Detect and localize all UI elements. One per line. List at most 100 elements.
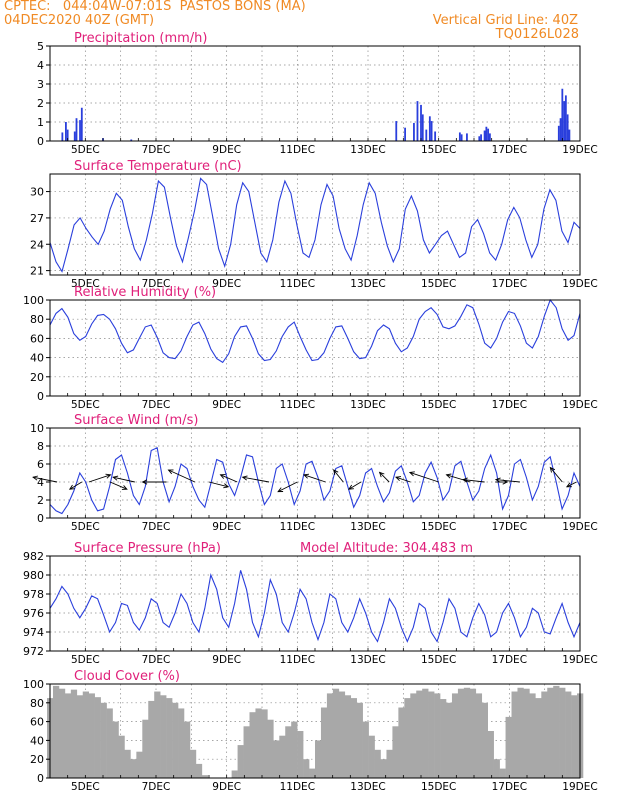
x-tick-label: 13DEC <box>350 144 385 156</box>
y-tick-label: 0 <box>37 390 44 403</box>
cloud-cover-column <box>88 693 95 778</box>
wind-vector-arrowhead <box>303 473 310 479</box>
cloud-cover-column <box>565 691 572 778</box>
cloud-cover-column <box>154 691 161 778</box>
y-tick-label: 40 <box>30 352 44 365</box>
panel-title: Surface Wind (m/s) <box>74 413 198 428</box>
precipitation-bar <box>466 133 468 141</box>
x-tick-label: 11DEC <box>280 521 315 533</box>
cloud-cover-column <box>475 693 483 778</box>
cloud-cover-column <box>362 721 369 778</box>
y-tick-label: 80 <box>30 313 44 326</box>
cloud-cover-column <box>481 702 488 778</box>
cloud-cover-column <box>112 721 119 778</box>
wind-vector-arrowhead <box>347 484 354 490</box>
cloud-cover-column <box>160 695 167 778</box>
x-tick-label: 17DEC <box>492 399 527 411</box>
wind-vector-arrow <box>109 481 128 490</box>
x-tick-label: 11DEC <box>280 144 315 156</box>
precipitation-bar <box>489 133 491 141</box>
precipitation-bar <box>434 131 437 141</box>
x-tick-label: 7DEC <box>142 654 171 666</box>
cloud-cover-column <box>100 702 107 778</box>
x-tick-label: 17DEC <box>492 144 527 156</box>
y-tick-label: 20 <box>30 753 44 766</box>
cloud-cover-column <box>338 691 346 778</box>
y-tick-label: 1 <box>37 116 44 129</box>
panel-frame <box>49 427 581 519</box>
y-tick-label: 20 <box>30 371 44 384</box>
cloud-cover-column <box>148 700 155 778</box>
cloud-cover-column <box>451 693 459 778</box>
cloud-cover-column <box>231 770 238 778</box>
cloud-cover-column <box>178 708 185 778</box>
cloud-cover-column <box>535 698 542 778</box>
precipitation-bar <box>478 136 481 141</box>
cloud-cover-column <box>243 726 250 778</box>
x-tick-label: 11DEC <box>280 781 315 793</box>
cloud-cover-column <box>457 688 465 778</box>
cloud-cover-column <box>559 687 566 778</box>
x-tick-label: 13DEC <box>350 654 385 666</box>
x-tick-label: 5DEC <box>71 144 100 156</box>
y-tick-label: 0 <box>37 512 44 525</box>
x-tick-label: 9DEC <box>212 278 241 290</box>
header-datetime: 04DEC2020 40Z (GMT) <box>4 13 155 28</box>
wind-vector-arrow <box>69 481 83 490</box>
precipitation-bar <box>130 139 133 141</box>
x-tick-label: 9DEC <box>212 144 241 156</box>
wind-vector-arrow <box>379 472 390 483</box>
wind-vector-arrow <box>208 481 229 488</box>
x-tick-label: 7DEC <box>142 399 171 411</box>
cloud-cover-column <box>320 707 328 778</box>
y-tick-label: 8 <box>37 440 44 453</box>
y-tick-label: 980 <box>23 569 44 582</box>
cloud-cover-column <box>58 688 66 778</box>
y-tick-label: 21 <box>30 265 44 278</box>
cloud-cover-column <box>523 688 530 778</box>
cloud-cover-column <box>404 698 411 778</box>
cloud-cover-column <box>553 685 560 778</box>
cloud-cover-column <box>499 768 506 778</box>
x-tick-label: 11DEC <box>280 278 315 290</box>
cloud-cover-column <box>511 691 518 778</box>
cloud-cover-column <box>422 688 429 778</box>
cloud-cover-column <box>76 695 84 778</box>
wind-vector-arrowhead <box>333 469 339 475</box>
precipitation-bar <box>395 121 398 141</box>
x-tick-label: 15DEC <box>421 144 456 156</box>
x-tick-label: 19DEC <box>562 144 597 156</box>
precipitation-bar <box>564 95 567 141</box>
y-tick-label: 80 <box>30 697 44 710</box>
wind-vector-arrow <box>32 476 58 483</box>
wind-vector-arrow <box>277 481 298 493</box>
wind-vector-arrow <box>395 476 411 483</box>
wind-vector-arrow <box>348 481 362 490</box>
precipitation-bar <box>428 116 431 141</box>
precipitation-bar <box>563 101 565 141</box>
x-tick-label: 5DEC <box>71 781 100 793</box>
wind-vector-arrowhead <box>408 471 415 477</box>
cloud-cover-column <box>493 759 500 778</box>
cloud-cover-column <box>428 691 435 778</box>
cloud-cover-column <box>273 740 280 778</box>
panel-title: Surface Temperature (nC) <box>74 159 242 174</box>
x-tick-label: 15DEC <box>421 521 456 533</box>
cloud-cover-column <box>398 707 405 778</box>
x-tick-label: 7DEC <box>142 521 171 533</box>
wind-vector-arrowhead <box>112 475 119 481</box>
wind-vector-arrowhead <box>121 485 128 490</box>
x-tick-label: 11DEC <box>280 654 315 666</box>
y-tick-label: 24 <box>30 238 44 251</box>
precipitation-bar <box>430 121 433 141</box>
y-tick-label: 972 <box>23 645 44 658</box>
x-tick-label: 19DEC <box>562 521 597 533</box>
precipitation-bar <box>75 118 78 141</box>
cloud-cover-column <box>94 697 101 778</box>
x-tick-label: 17DEC <box>492 521 527 533</box>
x-tick-label: 5DEC <box>71 399 100 411</box>
wind-vector-arrowhead <box>32 475 39 481</box>
cloud-cover-column <box>195 763 203 778</box>
series-line <box>49 177 581 273</box>
cloud-cover-column <box>130 759 137 778</box>
